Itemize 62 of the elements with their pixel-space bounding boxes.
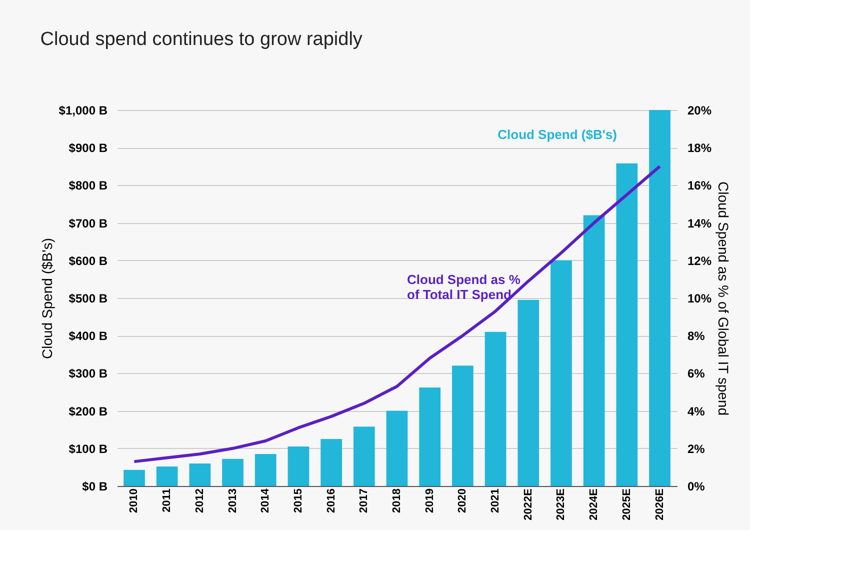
bar bbox=[156, 466, 178, 486]
y-tick-label: $0 B bbox=[82, 480, 108, 494]
y2-tick-label: 8% bbox=[688, 329, 706, 344]
x-tick-label: 2025E bbox=[620, 488, 633, 520]
series-label: Cloud Spend ($B's) bbox=[498, 127, 617, 142]
y-tick-label: $1,000 B bbox=[58, 104, 108, 118]
x-tick-label: 2013 bbox=[226, 488, 239, 513]
series-label: Cloud Spend as % of Total IT Spend bbox=[407, 272, 521, 302]
x-tick-label: 2023E bbox=[555, 488, 568, 520]
bar bbox=[124, 470, 145, 486]
bar bbox=[518, 300, 540, 486]
x-tick-label: 2017 bbox=[358, 488, 370, 513]
x-tick-label: 2015 bbox=[292, 488, 304, 513]
x-tick-label: 2018 bbox=[391, 488, 403, 513]
y-tick-label: $300 B bbox=[68, 366, 108, 381]
y2-tick-label: 16% bbox=[688, 178, 712, 193]
y2-tick-label: 12% bbox=[688, 254, 712, 268]
x-tick-label: 2021 bbox=[490, 488, 502, 513]
x-tick-label: 2019 bbox=[424, 488, 436, 513]
y2-tick-label: 20% bbox=[688, 104, 712, 118]
x-tick-label: 2026E bbox=[654, 488, 666, 520]
y-tick-label: $600 B bbox=[68, 254, 108, 268]
bar bbox=[288, 446, 310, 486]
y-tick-label: $800 B bbox=[68, 178, 108, 193]
bar bbox=[452, 366, 474, 486]
bar bbox=[254, 454, 276, 486]
y2-tick-label: 4% bbox=[688, 404, 706, 418]
bar bbox=[189, 463, 211, 486]
y-tick-label: $200 B bbox=[68, 404, 108, 418]
y-tick-label: $900 B bbox=[68, 141, 108, 156]
y2-axis-title: Cloud Spend as % of Global IT spend bbox=[716, 181, 732, 416]
x-tick-label: 2012 bbox=[194, 488, 206, 513]
y2-tick-label: 2% bbox=[688, 442, 706, 456]
x-tick-label: 2020 bbox=[456, 488, 469, 513]
bar bbox=[583, 215, 605, 486]
y-tick-label: $700 B bbox=[68, 216, 108, 230]
line-series bbox=[132, 164, 662, 464]
chart-title: Cloud spend continues to grow rapidly bbox=[40, 29, 363, 50]
x-tick-label: 2024E bbox=[588, 488, 600, 520]
y-axis-title: Cloud Spend ($B's) bbox=[38, 238, 55, 359]
y2-tick-label: 10% bbox=[688, 292, 712, 306]
y2-tick-label: 14% bbox=[688, 216, 712, 230]
x-tick-label: 2014 bbox=[260, 488, 272, 513]
bar bbox=[222, 458, 244, 486]
bar bbox=[320, 439, 342, 486]
y-tick-label: $400 B bbox=[68, 329, 108, 344]
bar bbox=[353, 426, 375, 486]
bar bbox=[419, 387, 441, 486]
y2-tick-label: 0% bbox=[688, 480, 706, 494]
x-tick-label: 2011 bbox=[161, 488, 174, 512]
y2-tick-label: 6% bbox=[688, 366, 706, 381]
bar bbox=[386, 410, 408, 486]
bar bbox=[616, 163, 638, 486]
y-tick-label: $100 B bbox=[68, 442, 108, 456]
bar bbox=[649, 110, 670, 486]
x-tick-label: 2010 bbox=[128, 488, 140, 513]
x-tick-label: 2016 bbox=[325, 488, 338, 513]
x-tick-label: 2022E bbox=[522, 488, 534, 520]
y2-tick-label: 18% bbox=[688, 141, 712, 156]
bar bbox=[550, 260, 572, 486]
y-tick-label: $500 B bbox=[68, 292, 108, 306]
bar bbox=[484, 332, 506, 486]
